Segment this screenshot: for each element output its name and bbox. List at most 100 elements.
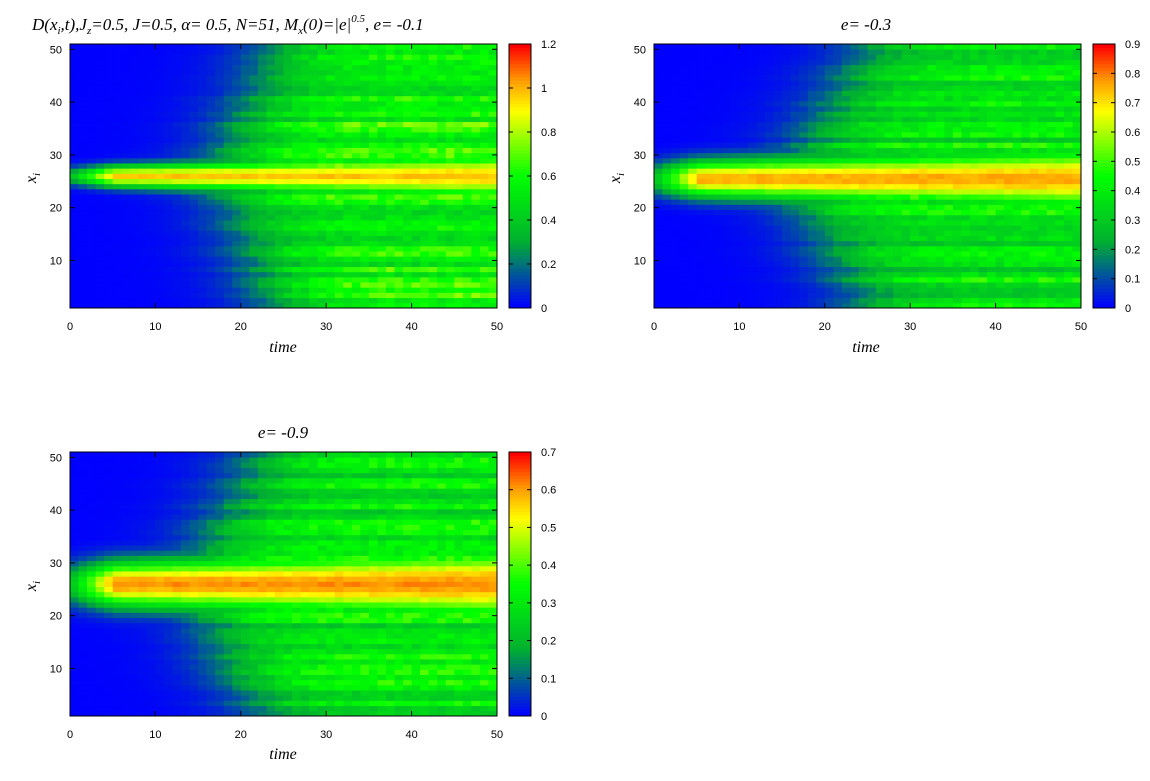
heatmap-cell	[1004, 266, 1014, 273]
heatmap-cell	[326, 292, 336, 299]
heatmap-cell	[901, 256, 911, 262]
heatmap-cell	[488, 142, 498, 148]
heatmap-cell	[95, 292, 105, 299]
heatmap-cell	[858, 178, 868, 185]
heatmap-cell	[121, 173, 131, 179]
colorbar-swatch	[509, 281, 531, 286]
heatmap-cell	[995, 106, 1005, 112]
heatmap-cell	[479, 90, 489, 97]
heatmap-cell	[368, 225, 378, 231]
heatmap-cell	[172, 85, 182, 91]
heatmap-cell	[368, 194, 378, 200]
heatmap-cell	[479, 302, 489, 309]
heatmap-cell	[283, 287, 293, 293]
heatmap-cell	[146, 163, 156, 169]
heatmap-cell	[78, 220, 88, 226]
heatmap-cell	[462, 240, 472, 247]
heatmap-cell	[411, 287, 421, 293]
heatmap-cell	[317, 199, 327, 205]
heatmap-cell	[671, 90, 681, 97]
heatmap-cell	[129, 292, 139, 299]
heatmap-cell	[739, 126, 749, 133]
heatmap-cell	[679, 225, 689, 231]
heatmap-cell	[816, 80, 826, 86]
heatmap-cell	[257, 142, 267, 148]
heatmap-cell	[274, 188, 284, 195]
heatmap-cell	[181, 282, 190, 288]
heatmap-cell	[876, 152, 885, 159]
heatmap-cell	[952, 188, 962, 195]
heatmap-cell	[343, 230, 353, 236]
heatmap-cell	[326, 157, 336, 164]
heatmap-cell	[978, 225, 988, 231]
heatmap-cell	[198, 132, 208, 138]
heatmap-cell	[1063, 235, 1073, 242]
heatmap-cell	[146, 235, 156, 242]
heatmap-cell	[146, 292, 156, 299]
heatmap-cell	[479, 152, 489, 159]
heatmap-cell	[385, 261, 395, 267]
heatmap-cell	[240, 95, 250, 102]
heatmap-cell	[1072, 106, 1082, 112]
heatmap-cell	[782, 106, 792, 112]
heatmap-cell	[437, 168, 447, 174]
heatmap-cell	[87, 90, 97, 97]
heatmap-cell	[739, 214, 749, 221]
heatmap-cell	[987, 178, 996, 185]
heatmap-cell	[317, 209, 327, 216]
heatmap-cell	[1038, 116, 1048, 123]
heatmap-cell	[351, 64, 361, 71]
heatmap-cell	[454, 204, 464, 211]
heatmap-cell	[739, 276, 749, 283]
heatmap-cell	[95, 302, 105, 309]
heatmap-cell	[351, 256, 361, 262]
heatmap-cell	[884, 276, 894, 283]
heatmap-cell	[867, 287, 877, 293]
heatmap-cell	[454, 276, 464, 283]
heatmap-cell	[403, 75, 412, 81]
heatmap-cell	[995, 282, 1005, 288]
heatmap-cell	[747, 80, 757, 86]
heatmap-cell	[987, 287, 996, 293]
heatmap-cell	[471, 292, 481, 299]
heatmap-cell	[326, 111, 336, 117]
heatmap-cell	[782, 69, 792, 76]
heatmap-cell	[343, 276, 353, 283]
heatmap-cell	[756, 80, 766, 86]
heatmap-cell	[952, 69, 962, 76]
heatmap-cell	[1021, 90, 1031, 97]
heatmap-cell	[445, 163, 455, 169]
heatmap-cell	[730, 126, 740, 133]
heatmap-cell	[240, 142, 250, 148]
heatmap-cell	[437, 64, 447, 71]
heatmap-cell	[850, 276, 860, 283]
heatmap-cell	[257, 271, 267, 278]
heatmap-cell	[163, 137, 173, 143]
heatmap-cell	[927, 235, 937, 242]
heatmap-cell	[1038, 209, 1048, 216]
heatmap-cell	[300, 225, 310, 231]
heatmap-cell	[70, 95, 79, 102]
heatmap-cell	[935, 261, 945, 267]
heatmap-cell	[232, 173, 242, 179]
heatmap-cell	[1012, 214, 1022, 221]
colorbar-tick-label: 0.4	[541, 215, 556, 227]
heatmap-cell	[671, 147, 681, 154]
heatmap-cell	[1055, 256, 1065, 262]
heatmap-cell	[722, 194, 732, 200]
heatmap-cell	[334, 214, 344, 221]
heatmap-cell	[471, 194, 481, 200]
heatmap-cell	[249, 251, 259, 257]
heatmap-cell	[1055, 173, 1065, 179]
heatmap-cell	[961, 152, 971, 159]
heatmap-cell	[747, 188, 757, 195]
heatmap-cell	[129, 302, 139, 309]
heatmap-cell	[479, 49, 489, 55]
heatmap-cell	[790, 235, 800, 242]
heatmap-cell	[368, 121, 378, 128]
heatmap-cell	[1029, 188, 1039, 195]
heatmap-cell	[121, 54, 131, 60]
heatmap-cell	[1012, 95, 1022, 102]
heatmap-cell	[87, 95, 97, 102]
heatmap-cell	[799, 214, 809, 221]
